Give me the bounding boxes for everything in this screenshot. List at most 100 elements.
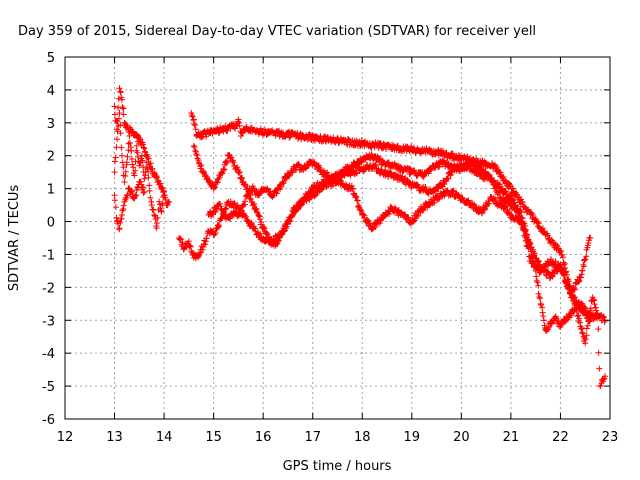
data-point — [420, 206, 427, 213]
data-point — [119, 104, 126, 111]
data-point — [222, 205, 229, 212]
data-point — [280, 180, 287, 187]
data-point — [492, 196, 499, 203]
data-point — [196, 252, 203, 259]
data-point — [554, 268, 561, 275]
data-point — [221, 166, 228, 173]
y-tick-label: 4 — [47, 84, 55, 99]
data-point — [281, 228, 288, 235]
data-point — [114, 126, 121, 133]
data-point — [122, 120, 129, 127]
data-point — [229, 158, 236, 165]
data-point — [549, 273, 556, 280]
data-point — [273, 190, 280, 197]
data-point — [497, 169, 504, 176]
data-point — [129, 187, 136, 194]
data-point — [295, 206, 302, 213]
data-point — [157, 180, 164, 187]
data-point — [280, 179, 286, 186]
data-point — [224, 157, 231, 164]
data-point — [562, 264, 569, 271]
data-point — [537, 295, 544, 302]
data-point — [581, 257, 588, 264]
data-point — [441, 181, 448, 188]
data-point — [591, 301, 598, 308]
data-point — [234, 164, 241, 171]
data-point — [236, 122, 243, 129]
data-point — [118, 96, 125, 103]
data-point — [413, 212, 420, 219]
data-point — [585, 240, 592, 247]
data-point — [535, 282, 542, 289]
data-point — [114, 136, 121, 143]
data-point — [140, 144, 147, 151]
x-axis-label: GPS time / hours — [283, 459, 392, 474]
data-point — [315, 164, 322, 171]
data-point — [128, 188, 135, 195]
data-point — [242, 181, 249, 188]
data-point — [499, 200, 506, 207]
data-point — [199, 246, 206, 253]
data-point — [572, 280, 579, 287]
data-point — [212, 184, 219, 191]
data-point — [235, 204, 242, 211]
x-tick-label: 20 — [453, 430, 470, 445]
data-point — [531, 250, 538, 257]
data-point — [116, 109, 123, 116]
data-point — [215, 175, 222, 182]
x-tick-label: 22 — [552, 430, 569, 445]
data-point — [214, 179, 221, 186]
data-point — [572, 301, 579, 308]
x-tick-label: 23 — [602, 430, 619, 445]
data-point — [161, 188, 168, 195]
data-point — [135, 154, 142, 161]
data-point — [565, 278, 572, 285]
data-point — [310, 136, 317, 143]
data-point — [353, 161, 360, 168]
data-point — [115, 104, 122, 111]
data-point — [215, 130, 222, 137]
data-point — [238, 207, 245, 214]
data-point — [125, 140, 132, 147]
data-point — [177, 236, 184, 243]
data-point — [486, 200, 493, 207]
data-point — [349, 185, 356, 192]
data-point — [244, 217, 251, 224]
data-points — [111, 85, 609, 390]
data-point — [372, 224, 379, 231]
data-point — [586, 310, 593, 317]
x-tick-label: 21 — [503, 430, 520, 445]
data-point — [191, 121, 198, 128]
data-point — [121, 179, 128, 186]
data-point — [151, 169, 158, 176]
data-point — [347, 172, 354, 179]
data-point — [146, 187, 153, 194]
x-tick-label: 13 — [106, 430, 123, 445]
data-point — [427, 167, 434, 174]
data-point — [465, 197, 472, 204]
data-point — [125, 185, 132, 192]
data-point — [179, 239, 186, 246]
data-point — [113, 214, 120, 221]
data-point — [140, 184, 147, 191]
data-point — [576, 315, 583, 322]
data-point — [527, 240, 534, 247]
data-point — [235, 116, 242, 123]
data-point — [548, 256, 555, 263]
data-point — [128, 156, 135, 163]
data-point — [593, 307, 600, 314]
series-points — [111, 85, 168, 196]
data-point — [142, 172, 149, 179]
data-point — [246, 194, 253, 201]
data-point — [590, 316, 597, 323]
x-axis-ticks: 12 13 14 15 16 17 18 19 20 21 22 23 — [57, 57, 619, 445]
data-point — [479, 209, 486, 216]
x-tick-label: 16 — [255, 430, 272, 445]
data-point — [255, 212, 262, 219]
data-point — [597, 382, 604, 389]
data-point — [324, 169, 331, 176]
data-point — [133, 192, 140, 199]
data-point — [124, 123, 131, 130]
data-point — [519, 198, 526, 205]
